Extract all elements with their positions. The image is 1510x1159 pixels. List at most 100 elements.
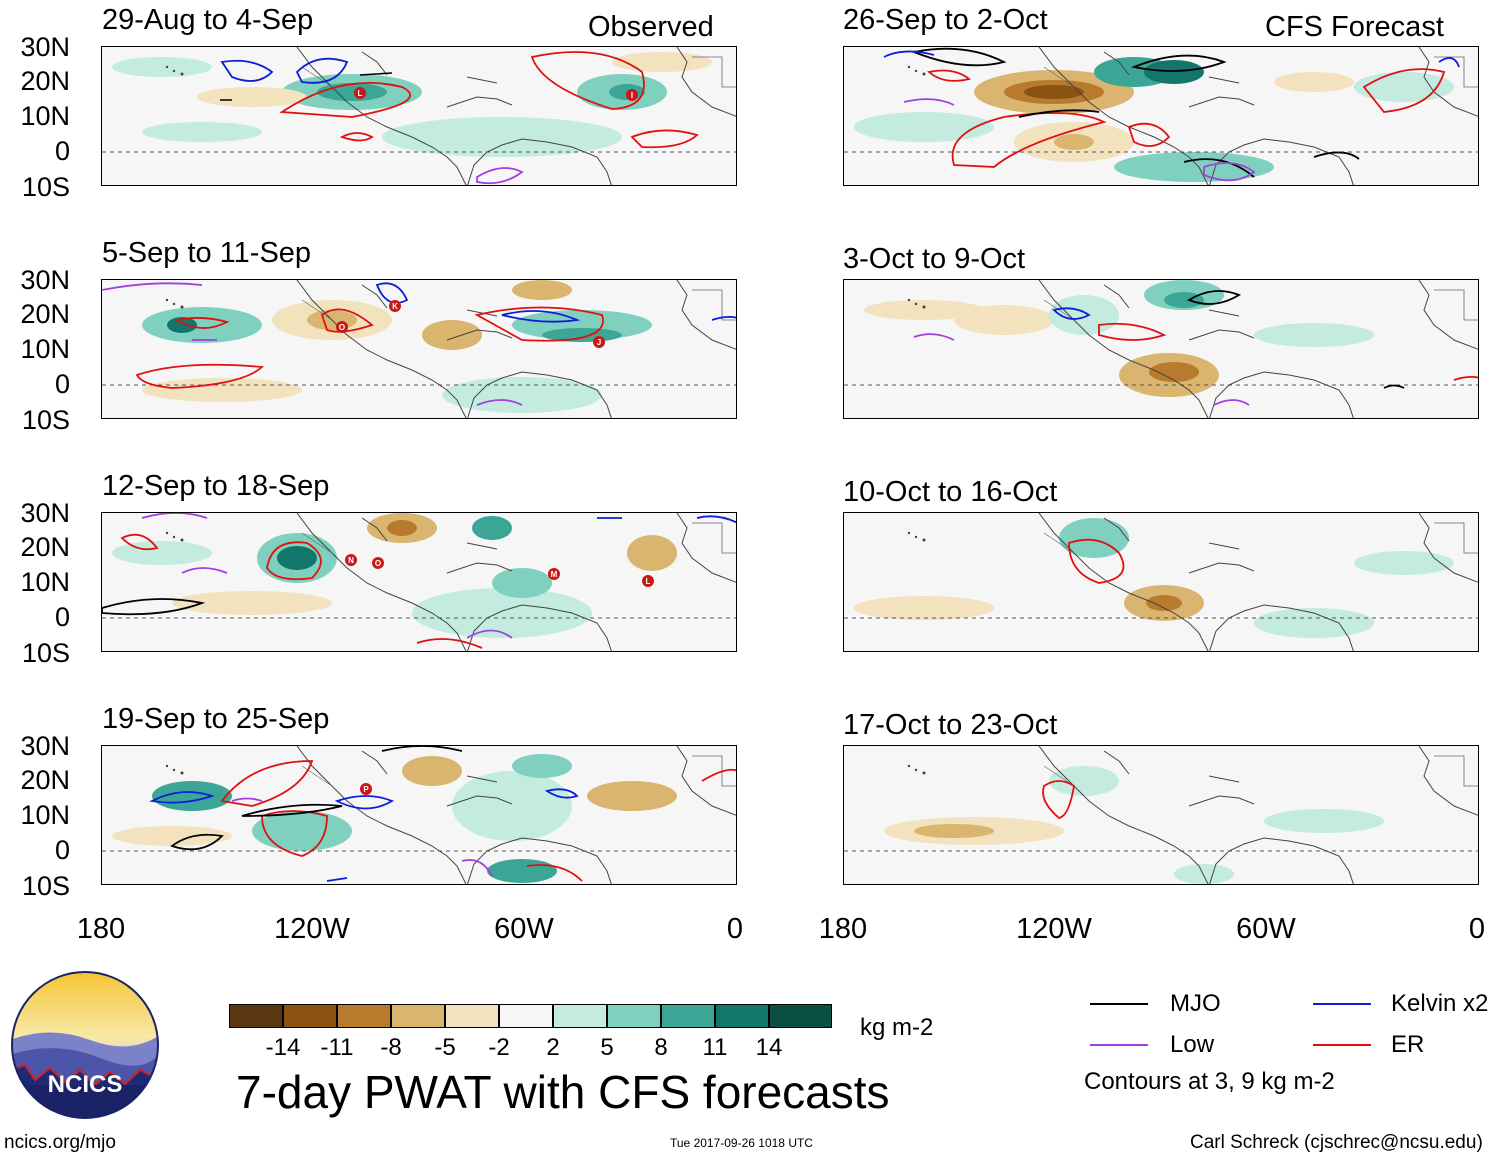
legend-swatch-low [1090,1044,1148,1046]
colorbar-swatch [229,1004,283,1028]
panel-title: 5-Sep to 11-Sep [102,237,312,269]
x-tick-label: 0 [1468,913,1486,945]
y-tick-label: 20N [20,299,70,329]
y-tick-label: 0 [54,835,70,865]
colorbar-label: -8 [380,1034,402,1061]
y-tick-label: 30N [20,265,70,295]
y-tick-label: 10N [20,567,70,597]
storm-marker [372,557,384,569]
map-panel-obs-3: N O M L [101,512,737,652]
y-tick-label: 10S [21,638,70,668]
colorbar-label: -14 [265,1034,301,1061]
colorbar-units: kg m-2 [860,1014,934,1041]
colorbar-label: -2 [488,1034,510,1061]
storm-letter: O [339,323,345,332]
colorbar-label: 11 [702,1034,728,1061]
panel-tag-observed: Observed [588,11,714,43]
legend-note: Contours at 3, 9 kg m-2 [1084,1068,1335,1095]
storm-letter: P [363,785,369,794]
y-tick-label: 30N [20,498,70,528]
footer-url[interactable]: ncics.org/mjo [4,1132,116,1153]
storm-letter: O [375,559,381,568]
colorbar-swatch [337,1004,391,1028]
storm-marker [389,300,401,312]
x-tick-label: 120W [274,913,350,945]
colorbar-swatch [661,1004,715,1028]
x-tick-label: 120W [1016,913,1092,945]
storm-letter: K [392,302,398,311]
storm-letter: I [631,91,633,100]
storm-marker [548,568,560,580]
legend-swatch-kelvin [1313,1003,1371,1005]
y-tick-label: 10N [20,334,70,364]
y-tick-label: 10N [20,101,70,131]
storm-letter: L [646,577,651,586]
legend-label-er: ER [1391,1031,1425,1058]
panel-tag-forecast: CFS Forecast [1265,11,1444,43]
colorbar-swatch [769,1004,832,1028]
y-tick-label: 10N [20,800,70,830]
x-tick-label: 180 [76,913,126,945]
legend-label-kelvin: Kelvin x2 [1391,990,1489,1017]
colorbar-label: 5 [600,1034,614,1061]
storm-marker [345,554,357,566]
legend-swatch-er [1313,1044,1371,1046]
panel-title: 19-Sep to 25-Sep [102,703,330,735]
y-tick-label: 20N [20,532,70,562]
storm-marker [360,783,372,795]
x-tick-label: 0 [726,913,744,945]
panel-title: 10-Oct to 16-Oct [843,476,1058,508]
colorbar-swatch [715,1004,769,1028]
panel-title: 29-Aug to 4-Sep [102,4,314,36]
colorbar-swatch [391,1004,445,1028]
x-tick-label: 180 [818,913,868,945]
y-tick-label: 10S [21,405,70,435]
map-panel-obs-2: K O J [101,279,737,419]
colorbar-label: 8 [654,1034,668,1061]
colorbar-label: -5 [434,1034,456,1061]
storm-letter: M [551,570,558,579]
y-tick-label: 0 [54,136,70,166]
storm-marker [354,87,366,99]
storm-marker [593,336,605,348]
y-tick-label: 20N [20,66,70,96]
colorbar-label: 2 [546,1034,560,1061]
colorbar-label: 14 [755,1034,783,1061]
map-panel-fcst-1 [843,46,1479,186]
storm-marker [626,89,638,101]
map-panel-fcst-2 [843,279,1479,419]
map-panel-fcst-3 [843,512,1479,652]
storm-letter: N [348,556,354,565]
panel-title: 17-Oct to 23-Oct [843,709,1058,741]
y-tick-label: 0 [54,369,70,399]
legend-label-mjo: MJO [1170,990,1221,1017]
footer-timestamp: Tue 2017-09-26 1018 UTC [670,1136,813,1150]
storm-marker [336,321,348,333]
y-tick-label: 10S [21,871,70,901]
legend-label-low: Low [1170,1031,1215,1058]
colorbar-swatch [499,1004,553,1028]
map-panel-fcst-4 [843,745,1479,885]
y-tick-label: 0 [54,602,70,632]
panel-title: 26-Sep to 2-Oct [843,4,1048,36]
colorbar-label: -11 [320,1034,354,1061]
legend-swatch-mjo [1090,1003,1148,1005]
y-tick-label: 30N [20,32,70,62]
x-tick-label: 60W [494,913,554,945]
colorbar-swatch [283,1004,337,1028]
main-title: 7-day PWAT with CFS forecasts [236,1066,890,1118]
colorbar-swatch [607,1004,661,1028]
logo-text: NCICS [48,1071,123,1098]
panel-title: 12-Sep to 18-Sep [102,470,330,502]
storm-letter: L [358,89,363,98]
storm-letter: J [597,338,601,347]
footer-credit: Carl Schreck (cjschrec@ncsu.edu) [1190,1132,1483,1153]
x-tick-label: 60W [1236,913,1296,945]
ncics-logo: NCICS [10,970,160,1120]
y-tick-label: 30N [20,731,70,761]
y-tick-label: 20N [20,765,70,795]
map-panel-obs-4: P [101,745,737,885]
colorbar-swatch [553,1004,607,1028]
colorbar-swatch [445,1004,499,1028]
